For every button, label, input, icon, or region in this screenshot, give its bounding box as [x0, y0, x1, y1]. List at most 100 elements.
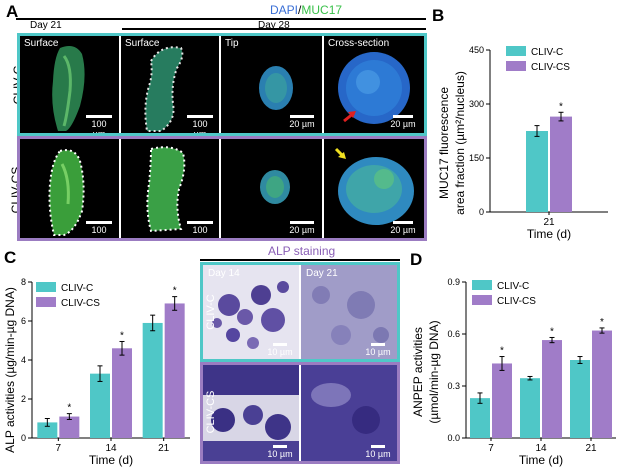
legend-swatch	[472, 280, 492, 290]
chart-c: ALP activities (µg/min-µg DNA) 0 2 4 6 8 * 7 * 1…	[3, 277, 190, 467]
scale-bar: 10 µm	[265, 343, 295, 357]
alp-cs-day14: 10 µm	[203, 365, 299, 461]
bar-cliv-cs	[59, 416, 80, 438]
scale-bar: 20 µm	[388, 221, 418, 235]
significance-star: *	[550, 326, 554, 337]
y-tick-label: 8	[21, 277, 26, 287]
bar-cliv-c	[570, 360, 590, 438]
panel-a-topline	[16, 18, 426, 20]
bar-cliv-cs	[112, 348, 132, 438]
y-tick-label: 0.3	[447, 381, 460, 391]
scale-text: 10 µm	[365, 449, 391, 459]
scale-bar: 100 µm	[185, 115, 215, 133]
y-tick-label: 0	[479, 207, 484, 217]
significance-star: *	[173, 286, 177, 297]
tip-shape	[260, 170, 290, 204]
scale-text: 10 µm	[267, 449, 293, 459]
y-tick-label: 2	[21, 394, 26, 404]
legend-swatch	[506, 61, 526, 71]
scale-bar: 100 µm	[84, 221, 114, 238]
panel-letter-d: D	[410, 250, 423, 269]
x-axis-label: Time (d)	[89, 453, 133, 467]
micrograph-c-day28-cross: Cross-section 20 µm	[324, 36, 424, 133]
micrograph-cs-day28-surface: 100 µm	[121, 139, 219, 238]
significance-star: *	[500, 346, 504, 357]
legend-label: CLIV-C	[497, 281, 529, 292]
scale-text: 100 µm	[91, 119, 107, 133]
chart-c-ylabel: ALP activities (µg/min-µg DNA)	[3, 287, 17, 453]
bar-cliv-c	[526, 131, 548, 212]
bar-cliv-cs	[550, 116, 572, 212]
x-tick-label: 14	[535, 443, 547, 454]
legend-swatch	[36, 282, 56, 292]
micrograph-cs-day28-cross: 20 µm	[324, 139, 424, 238]
col-label: Cross-section	[328, 38, 390, 49]
scale-text: 20 µm	[390, 225, 416, 235]
legend-label: CLIV-CS	[497, 296, 536, 307]
bar-cliv-cs	[492, 363, 512, 438]
micrograph-c-day28-tip: Tip 20 µm	[221, 36, 322, 133]
bar-cliv-cs	[592, 330, 612, 438]
alp-topline	[200, 259, 400, 261]
chart-d: ANPEP activities (µmol/min-µg DNA) 0.0 0.…	[411, 277, 616, 467]
chart-b: MUC17 fluorescence area fraction (µm²/nu…	[437, 45, 608, 241]
bar-cliv-cs	[164, 303, 185, 438]
y-tick-label: 0.6	[447, 329, 460, 339]
y-tick-label: 0	[21, 433, 26, 443]
significance-star: *	[600, 317, 604, 328]
label-day28: Day 28	[258, 20, 290, 31]
alp-day-label: Day 21	[306, 268, 338, 279]
significance-star: *	[559, 101, 563, 112]
y-tick-label: 0.0	[447, 433, 460, 443]
x-tick-label: 7	[488, 443, 494, 454]
x-tick-label: 14	[105, 443, 117, 454]
legend-label: CLIV-C	[531, 47, 563, 58]
scale-text: 20 µm	[289, 225, 315, 235]
x-tick-label: 21	[158, 443, 170, 454]
scale-bar: 10 µm	[265, 445, 295, 459]
title-muc17: MUC17	[301, 3, 343, 17]
villus-shape	[144, 46, 184, 132]
scale-text: 100 µm	[91, 225, 107, 238]
bar-cliv-c	[520, 378, 540, 438]
cross-section-shape	[334, 147, 414, 225]
panel-letter-c: C	[4, 248, 17, 267]
frame-cliv-c	[17, 33, 427, 136]
bar-cliv-c	[142, 322, 163, 438]
villus-shape	[48, 149, 85, 236]
bar-cliv-cs	[542, 340, 562, 438]
col-label: Tip	[225, 38, 239, 49]
ylabel-line1: ANPEP activities	[411, 327, 425, 417]
bar-cliv-c	[470, 398, 490, 438]
scale-text: 10 µm	[365, 347, 391, 357]
alp-cells	[212, 281, 289, 349]
bar-cliv-c	[90, 373, 110, 438]
legend-label: CLIV-C	[61, 283, 93, 294]
x-tick-label: 7	[56, 443, 62, 454]
day28-line	[122, 28, 426, 30]
panel-letter-a: A	[6, 2, 19, 21]
tip-shape	[259, 66, 293, 110]
x-tick-label: 21	[543, 217, 555, 228]
frame-cliv-cs	[17, 136, 427, 241]
col-label: Surface	[24, 38, 59, 49]
scale-text: 100 µm	[192, 225, 208, 238]
scale-bar: 10 µm	[363, 343, 393, 357]
significance-star: *	[67, 403, 71, 414]
alp-texture	[301, 265, 397, 359]
title-sep: /	[298, 3, 302, 17]
alp-day-label: Day 14	[208, 268, 240, 279]
panel-letter-b: B	[432, 6, 445, 25]
villus-shape	[146, 146, 186, 233]
x-axis-label: Time (d)	[519, 453, 563, 467]
alp-row-label-cs: CLIV-CS	[205, 390, 217, 434]
micrograph-c-day21-surface: Surface 100 µm	[20, 36, 119, 133]
scale-bar: 20 µm	[287, 221, 317, 235]
scale-text: 10 µm	[267, 347, 293, 357]
micrograph-cs-day21-surface: 100 µm	[20, 139, 119, 238]
alp-frame-cliv-cs	[200, 362, 400, 464]
ylabel-line2: area fraction (µm²/nucleus)	[453, 71, 467, 215]
micrograph-cs-day28-tip: 20 µm	[221, 139, 322, 238]
villus-shape	[52, 46, 85, 131]
cross-section-shape	[338, 52, 410, 124]
